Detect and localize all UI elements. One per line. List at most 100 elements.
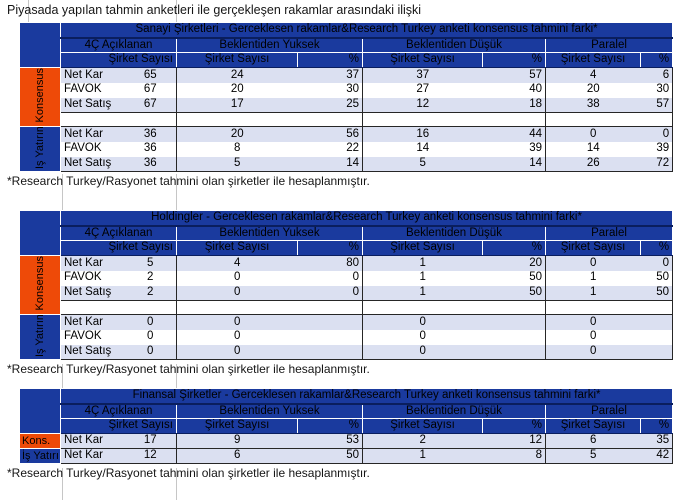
cell-higher-pct bbox=[297, 314, 363, 330]
cell-higher-count: 0 bbox=[176, 344, 298, 360]
cell-higher-pct bbox=[297, 329, 363, 345]
cell-parallel-pct: 57 bbox=[640, 97, 674, 113]
table-row: Net Satış 36 5 14 5 14 26 72 bbox=[20, 156, 674, 172]
cell-higher-pct bbox=[297, 344, 363, 360]
cell-parallel-pct: 35 bbox=[640, 433, 674, 449]
table-sanayi: Sanayi Şirketleri - Gerceklesen rakamlar… bbox=[19, 22, 674, 172]
col-group-header-announced: 4Ç Açıklanan bbox=[60, 224, 177, 241]
cell-lower-count: 1 bbox=[362, 285, 483, 301]
spacer-cell bbox=[176, 300, 363, 315]
spacer-cell bbox=[60, 112, 177, 127]
row-label: Net Satış bbox=[60, 97, 125, 113]
cell-parallel-pct: 0 bbox=[640, 255, 674, 271]
row-label: Net Satış bbox=[60, 344, 125, 360]
subcol-header-company-count: Şirket Sayısı bbox=[545, 240, 641, 256]
cell-higher-count: 9 bbox=[176, 433, 298, 449]
cell-lower-count: 1 bbox=[362, 255, 483, 271]
cell-higher-count: 0 bbox=[176, 285, 298, 301]
block-label-konsensus: Konsensus bbox=[19, 255, 61, 315]
subcol-header-percent: % bbox=[297, 418, 363, 434]
table-row: Net Satış 2 0 0 1 50 1 50 bbox=[20, 285, 674, 301]
cell-lower-pct: 14 bbox=[482, 156, 546, 172]
block-label-text: İş Yatırım bbox=[34, 314, 46, 358]
row-label: Net Kar bbox=[60, 67, 125, 83]
cell-parallel-pct bbox=[640, 329, 674, 345]
table-title: Finansal Şirketler - Gerceklesen rakamla… bbox=[59, 388, 674, 404]
cell-announced-count: 0 bbox=[124, 314, 177, 330]
cell-parallel-count: 0 bbox=[590, 330, 597, 343]
header-title-row: Sanayi Şirketleri - Gerceklesen rakamlar… bbox=[19, 22, 674, 68]
cell-announced-count: 0 bbox=[124, 329, 177, 345]
cell-higher-count: 5 bbox=[176, 156, 298, 172]
cell-higher-count: 0 bbox=[234, 330, 241, 343]
cell-announced-count: 17 bbox=[124, 433, 177, 449]
corner-cell bbox=[19, 388, 61, 434]
cell-parallel-count: 1 bbox=[545, 285, 641, 301]
block-label-is-yatirim: İş Yatırım bbox=[19, 126, 61, 172]
cell-announced-count: 2 bbox=[124, 285, 177, 301]
cell-lower-pct bbox=[482, 314, 546, 330]
spacer-cell bbox=[545, 300, 674, 315]
cell-higher-pct: 30 bbox=[297, 82, 363, 98]
cell-lower-pct: 40 bbox=[482, 82, 546, 98]
cell-announced-count: 67 bbox=[124, 97, 177, 113]
col-group-header-lower: Beklentiden Düşük bbox=[362, 402, 546, 419]
cell-parallel-count: 6 bbox=[545, 433, 641, 449]
cell-lower-count: 12 bbox=[362, 97, 483, 113]
row-label: Net Kar bbox=[60, 255, 125, 271]
row-label: Net Kar bbox=[60, 448, 125, 464]
cell-higher-pct: 56 bbox=[297, 126, 363, 142]
row-label: FAVÖK bbox=[64, 83, 102, 96]
block-label-konsensus: Konsensus bbox=[19, 67, 61, 127]
footnote-finansal: *Research Turkey/Rasyonet tahmini olan ş… bbox=[7, 466, 370, 480]
col-group-header-higher: Beklentiden Yuksek bbox=[176, 224, 363, 241]
spacer-cell bbox=[60, 300, 177, 315]
cell-parallel-pct: 30 bbox=[640, 82, 674, 98]
cell-lower-pct: 57 bbox=[482, 67, 546, 83]
cell-parallel-pct: 72 bbox=[640, 156, 674, 172]
table-row: Kons. Net Kar 17 9 53 2 12 6 35 bbox=[19, 433, 674, 449]
table-row: FAVÖK 0 0 0 0 bbox=[20, 329, 674, 345]
cell-lower-count: 1 bbox=[362, 448, 483, 464]
spreadsheet-gridline bbox=[176, 364, 177, 388]
cell-higher-count: 4 bbox=[176, 255, 298, 271]
cell-lower-count: 16 bbox=[362, 126, 483, 142]
row-label: FAVÖK bbox=[64, 271, 102, 284]
row-label: Net Satış bbox=[60, 285, 125, 301]
cell-lower-pct: 18 bbox=[482, 97, 546, 113]
subcol-header-company-count: Şirket Sayısı bbox=[176, 418, 298, 434]
col-group-header-lower: Beklentiden Düşük bbox=[362, 36, 546, 53]
cell-parallel-count: 38 bbox=[545, 97, 641, 113]
cell-parallel-pct bbox=[640, 314, 674, 330]
col-group-header-parallel: Paralel bbox=[544, 36, 674, 53]
table-section-finansal: Finansal Şirketler - Gerceklesen rakamla… bbox=[7, 388, 674, 480]
subcol-header-percent: % bbox=[482, 52, 546, 68]
cell-lower-pct bbox=[482, 329, 546, 345]
col-group-header-lower: Beklentiden Düşük bbox=[362, 224, 546, 241]
cell-higher-pct: 0 bbox=[297, 285, 363, 301]
cell-higher-count: 20 bbox=[176, 126, 298, 142]
spreadsheet-gridline bbox=[28, 0, 29, 22]
subcol-header-percent: % bbox=[482, 240, 546, 256]
cell-announced-count: 5 bbox=[124, 255, 177, 271]
table-finansal: Finansal Şirketler - Gerceklesen rakamla… bbox=[19, 388, 674, 464]
cell-announced-count: 2 bbox=[124, 270, 177, 286]
block-label-is-yatirim: İş Yatırım bbox=[19, 314, 61, 360]
table-row: Net Satış 67 17 25 12 18 38 57 bbox=[20, 97, 674, 113]
subcol-header-company-count: Şirket Sayısı bbox=[176, 240, 298, 256]
block-label-is-yatirim: İş Yatırı bbox=[19, 448, 61, 464]
cell-announced-count: 0 bbox=[124, 344, 177, 360]
table-title: Sanayi Şirketleri - Gerceklesen rakamlar… bbox=[59, 22, 674, 38]
subcol-header-company-count: Şirket Sayısı bbox=[545, 52, 641, 68]
cell-higher-count: 8 bbox=[234, 142, 241, 155]
cell-higher-pct: 14 bbox=[297, 156, 363, 172]
table-title: Holdingler - Gerceklesen rakamlar&Resear… bbox=[59, 210, 674, 226]
cell-announced-count: 36 bbox=[124, 126, 177, 142]
cell-lower-pct: 20 bbox=[482, 255, 546, 271]
row-label: FAVÖK bbox=[64, 142, 102, 155]
cell-higher-count: 17 bbox=[176, 97, 298, 113]
table-row: Net Satış 0 0 0 0 bbox=[20, 344, 674, 360]
cell-higher-count: 0 bbox=[234, 271, 241, 284]
spreadsheet-gridline bbox=[176, 174, 177, 210]
spacer-cell bbox=[362, 112, 546, 127]
